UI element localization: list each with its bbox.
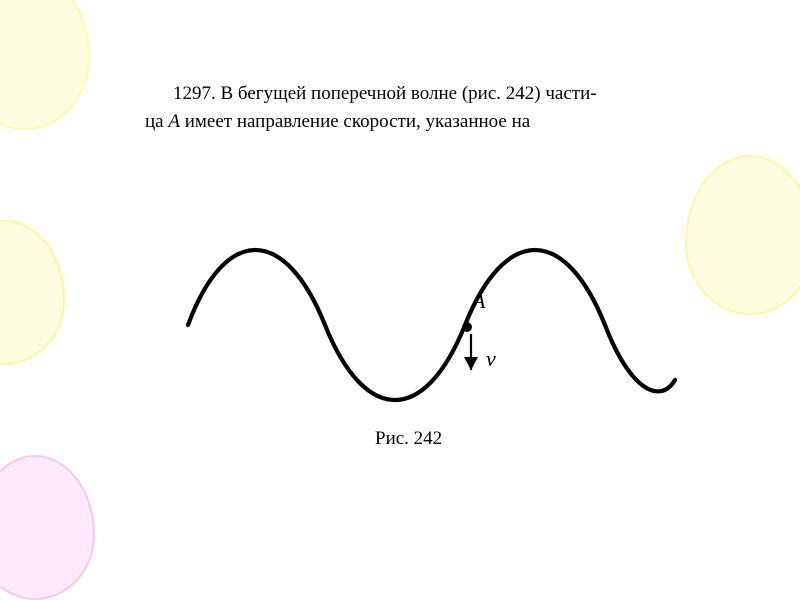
wave-diagram [170, 230, 690, 450]
problem-line1: В бегущей поперечной волне (рис. 242) ча… [221, 83, 597, 104]
decorative-balloon [0, 0, 90, 130]
velocity-arrow-head [464, 357, 478, 370]
problem-variable-A: А [168, 111, 180, 132]
label-A: А [472, 288, 485, 314]
decorative-balloon [0, 220, 65, 365]
problem-line2-prefix: ца [145, 111, 168, 132]
figure-242: А v Рис. 242 [170, 230, 650, 450]
wave-curve [188, 250, 675, 400]
decorative-balloon [0, 455, 95, 600]
problem-number: 1297. [173, 83, 216, 104]
point-A-marker [462, 322, 472, 332]
problem-statement: 1297. В бегущей поперечной волне (рис. 2… [145, 80, 675, 135]
decorative-balloon [685, 155, 800, 315]
problem-line2-rest: имеет направление скорости, указанное на [180, 111, 530, 132]
label-velocity: v [486, 346, 496, 372]
figure-caption: Рис. 242 [375, 428, 442, 450]
